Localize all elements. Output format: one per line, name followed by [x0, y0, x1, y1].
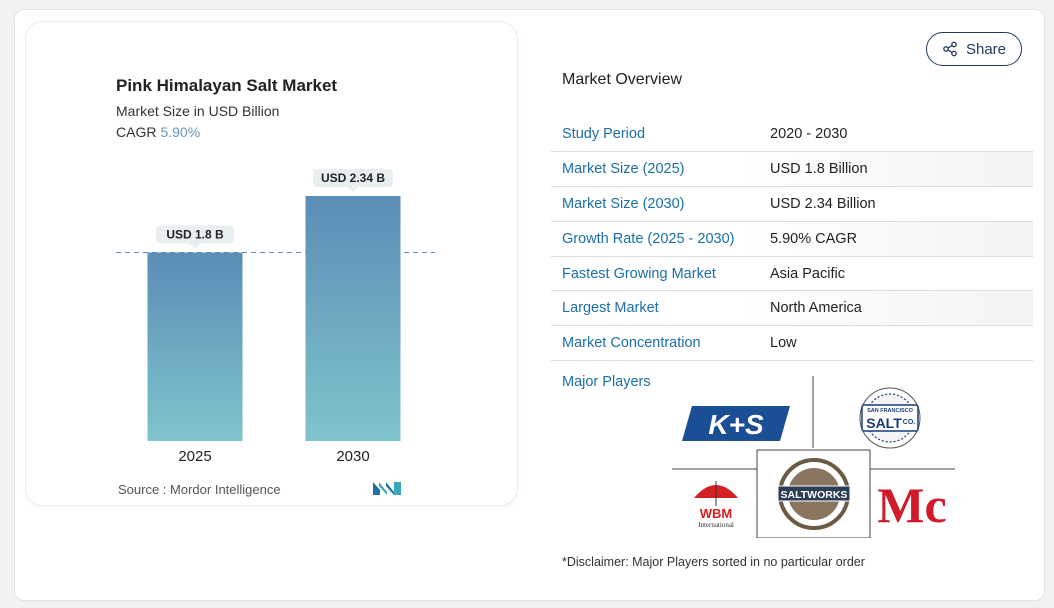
overview-value: USD 1.8 Billion: [770, 161, 868, 178]
source-name: Mordor Intelligence: [170, 482, 281, 497]
chart-cagr: CAGR 5.90%: [116, 124, 200, 140]
share-label: Share: [965, 40, 1007, 58]
overview-value: Low: [770, 335, 797, 352]
share-button[interactable]: Share: [926, 32, 1022, 66]
chart-source: Source : Mordor Intelligence: [118, 482, 281, 497]
source-label: Source :: [118, 482, 167, 497]
value-label-bg: [156, 225, 234, 244]
overview-row: Study Period 2020 - 2030: [551, 117, 1033, 152]
x-tick-label: 2025: [178, 448, 211, 465]
overview-value: 2020 - 2030: [770, 126, 848, 143]
saltworks-logo-icon: SALTWORKS: [777, 458, 851, 530]
overview-key: Study Period: [562, 126, 646, 143]
ks-logo-text: K+S: [708, 409, 764, 440]
bar-2030: [305, 196, 401, 441]
sf-main-text: SALT: [866, 415, 902, 431]
overview-table: Study Period 2020 - 2030 Market Size (2025…: [551, 117, 1033, 361]
sf-co-text: CO.: [903, 419, 916, 426]
chart-subtitle: Market Size in USD Billion: [116, 103, 280, 119]
overview-row: Market Size (2025) USD 1.8 Billion: [551, 151, 1033, 187]
chart-title: Pink Himalayan Salt Market: [116, 76, 338, 95]
value-label-pointer: [348, 187, 358, 192]
cagr-label: CAGR: [116, 124, 157, 140]
logo-divider: [756, 449, 871, 538]
overview-row: Market Size (2030) USD 2.34 Billion: [551, 187, 1033, 222]
major-players-label: Major Players: [562, 374, 651, 390]
overview-key: Market Concentration: [562, 335, 701, 352]
overview-key: Market Size (2025): [562, 161, 685, 178]
saltworks-text: SALTWORKS: [781, 489, 848, 501]
wbm-sub-text: International: [698, 521, 734, 529]
overview-value: USD 2.34 Billion: [770, 195, 876, 212]
disclaimer: *Disclaimer: Major Players sorted in no …: [562, 555, 865, 569]
overview-key: Largest Market: [562, 300, 659, 317]
wbm-text: WBM: [700, 506, 733, 521]
cagr-value: 5.90%: [160, 124, 201, 140]
bar-chart: USD 1.8 B 2025 USD 2.34 B 2030: [116, 169, 435, 465]
x-tick-label: 2030: [336, 448, 369, 465]
value-label-pointer: [190, 243, 200, 249]
overview-title: Market Overview: [562, 71, 683, 88]
overview-key: Market Size (2030): [562, 195, 685, 212]
data-label: USD 2.34 B: [321, 171, 385, 185]
ks-logo-icon: K+S: [682, 406, 790, 441]
sf-salt-logo-icon: SAN FRANCISCO SALT CO.: [859, 387, 921, 449]
mordor-logo-icon: [373, 482, 401, 495]
sf-top-text: SAN FRANCISCO: [867, 408, 914, 414]
overview-key: Fastest Growing Market: [562, 265, 716, 282]
overview-value: North America: [770, 300, 862, 317]
major-players-logos: K+S SAN FRANCISCO SALT CO. WBM Internati…: [672, 376, 955, 538]
overview-row: Largest Market North America: [551, 290, 1033, 326]
mc-text: Mc: [877, 477, 946, 533]
wbm-logo-icon: WBM International: [694, 481, 738, 529]
value-label-bg: [313, 169, 393, 187]
bar-2025: [147, 252, 243, 441]
data-label: USD 1.8 B: [166, 228, 224, 242]
chart-card: [25, 21, 518, 506]
overview-key: Growth Rate (2025 - 2030): [562, 230, 735, 247]
mccormick-logo-icon: Mc: [877, 477, 946, 533]
share-icon: [943, 41, 957, 57]
overview-row: Fastest Growing Market Asia Pacific: [551, 256, 1033, 291]
overview-value: 5.90% CAGR: [770, 230, 858, 247]
overview-row: Growth Rate (2025 - 2030) 5.90% CAGR: [551, 221, 1033, 257]
overview-row: Market Concentration Low: [551, 326, 1033, 361]
overview-value: Asia Pacific: [770, 265, 845, 282]
